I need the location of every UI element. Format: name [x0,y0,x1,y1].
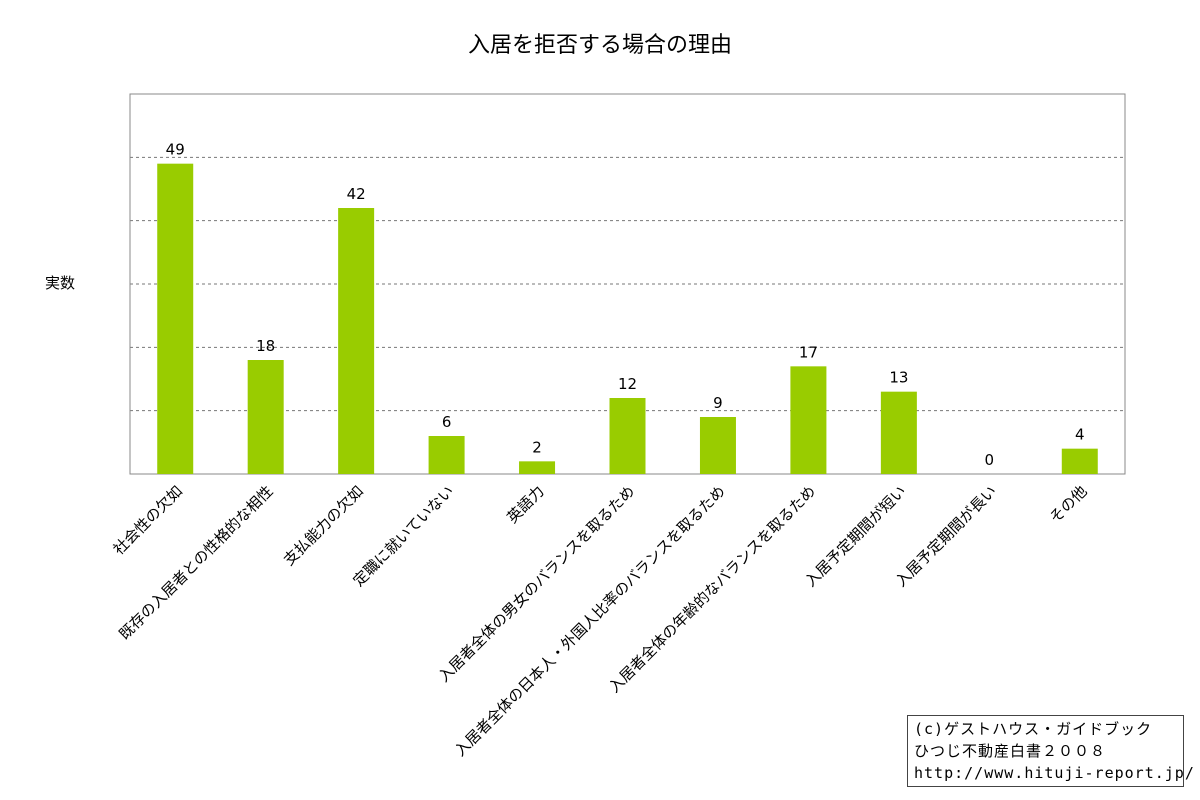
credit-line-3: http://www.hituji-report.jp/ [914,764,1195,782]
bar [157,163,194,474]
category-label: 入居予定期間が長い [892,482,1000,590]
bar [1061,448,1098,474]
bar [609,398,646,474]
category-label: 英語力 [503,482,548,527]
bar-value-label: 13 [889,369,908,387]
bar [699,417,736,474]
category-label: 入居者全体の男女のバランスを取るため [435,482,638,685]
bar-value-label: 17 [799,343,818,361]
category-label: その他 [1046,482,1091,527]
category-label: 社会性の欠如 [110,482,186,558]
data-labels: 49 18 42 6 2 12 9 17 13 0 4 [166,141,1085,469]
bar [428,436,465,474]
bar-value-label: 4 [1075,426,1085,444]
bar [338,208,375,474]
bar [790,366,827,474]
bar-value-label: 6 [442,413,452,431]
category-label: 定職に就いていない [350,482,458,590]
gridlines [130,156,1125,412]
credit-line-2: ひつじ不動産白書２００８ [914,742,1107,760]
bar [247,360,284,474]
bar-value-label: 0 [985,451,995,469]
bar-value-label: 49 [166,141,185,159]
bar-value-label: 12 [618,375,637,393]
bar [519,461,556,474]
bar-value-label: 2 [532,438,542,456]
category-label: 既存の入居者との性格的な相性 [115,482,276,643]
credit-line-1: (c)ゲストハウス・ガイドブック [914,720,1153,738]
bar-value-label: 9 [713,394,723,412]
chart-title: 入居を拒否する場合の理由 [468,33,732,58]
bar-value-label: 18 [256,337,275,355]
bar-series [157,163,1098,474]
category-label: 支払能力の欠如 [280,482,367,569]
category-label: 入居予定期間が短い [801,482,909,590]
bar-value-label: 42 [347,185,366,203]
bar [880,391,917,474]
copyright-box: (c)ゲストハウス・ガイドブック ひつじ不動産白書２００８ http://www… [907,715,1195,787]
category-label: 入居者全体の年齢的なバランスを取るため [605,482,819,696]
y-axis-label: 実数 [45,274,75,292]
